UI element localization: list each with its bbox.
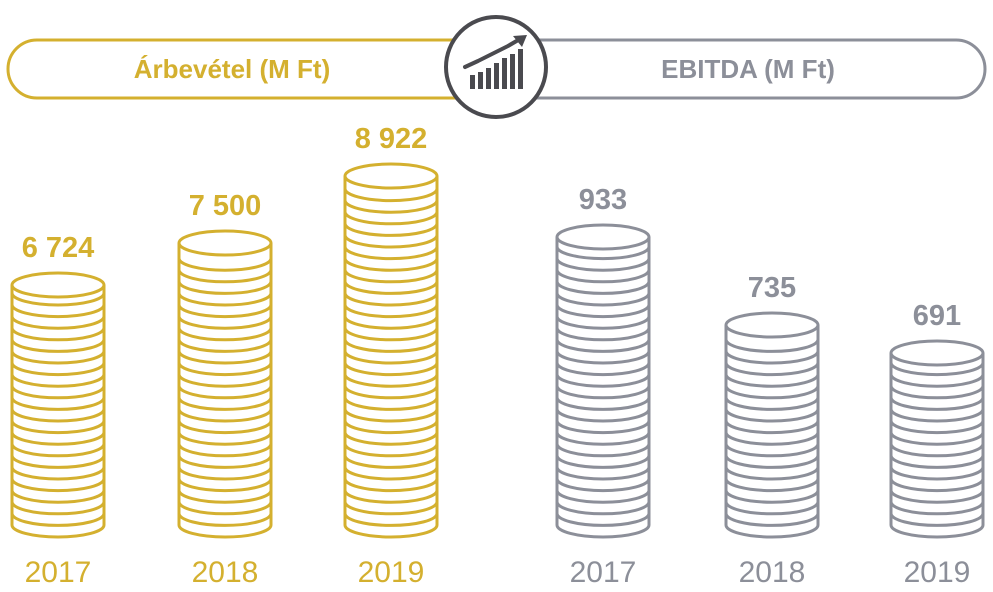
x-tick-label: 2019 (358, 556, 425, 589)
value-label: 7 500 (189, 190, 262, 222)
bar (343, 162, 439, 539)
ebitda-header-title: EBITDA (M Ft) (661, 54, 835, 84)
value-label: 8 922 (355, 123, 428, 155)
value-label: 735 (748, 272, 796, 304)
bar (177, 229, 273, 539)
x-tick-label: 2017 (570, 556, 637, 589)
value-label: 6 724 (22, 232, 95, 264)
coin-stacks (10, 162, 985, 539)
x-tick-label: 2017 (25, 556, 92, 589)
bar (10, 271, 106, 539)
bar (889, 339, 985, 539)
bar (724, 311, 820, 539)
chart-labels: 6 724 2017 7 500 2018 8 922 2019 933 2017 735 201… (22, 123, 971, 589)
bar (555, 223, 651, 539)
value-label: 691 (913, 300, 961, 332)
x-tick-label: 2018 (739, 556, 806, 589)
revenue-header-title: Árbevétel (M Ft) (134, 54, 330, 84)
chart-header: Árbevétel (M Ft) EBITDA (M Ft) (6, 15, 987, 119)
growth-bar-chart-icon (444, 15, 548, 119)
value-label: 933 (579, 184, 627, 216)
x-tick-label: 2018 (192, 556, 259, 589)
x-tick-label: 2019 (904, 556, 971, 589)
